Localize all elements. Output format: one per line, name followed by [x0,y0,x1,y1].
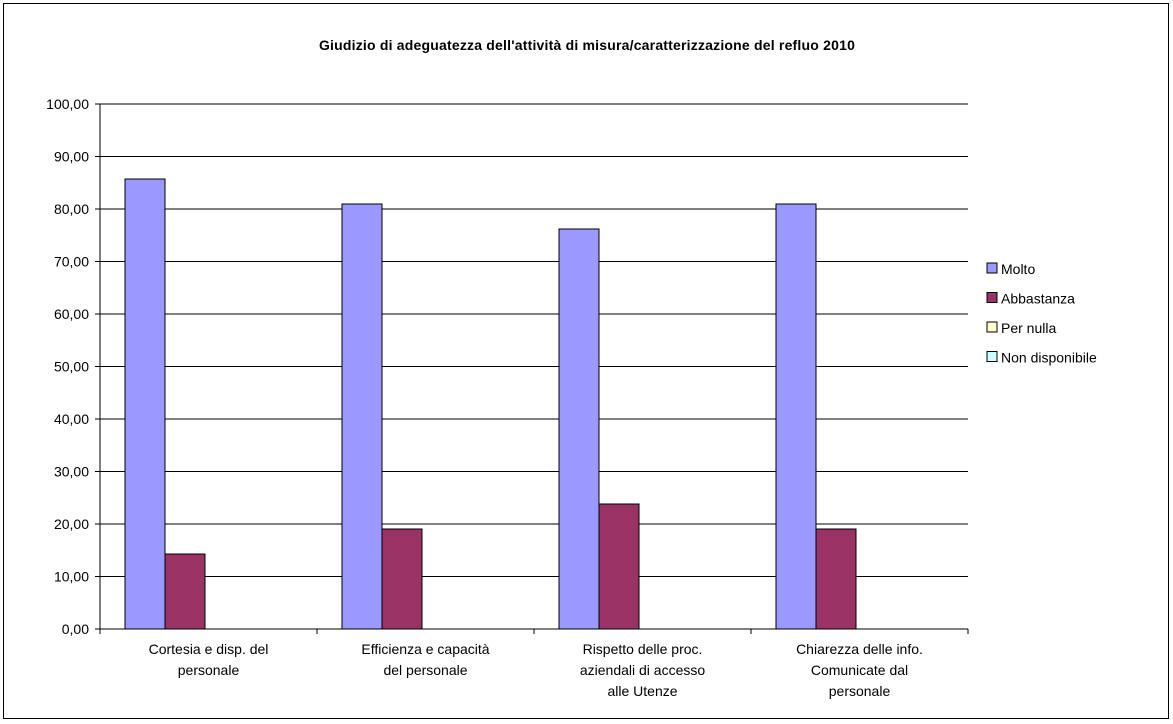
y-tick-label: 60,00 [54,306,89,322]
legend-swatch [986,351,998,362]
y-tick-label: 90,00 [54,149,89,165]
y-tick-label: 50,00 [54,359,89,375]
bar-abbastanza [381,528,423,630]
y-tick-label: 10,00 [54,569,89,585]
legend-swatch [986,321,998,333]
x-category-label: Rispetto delle proc. [583,641,703,657]
y-tick-label: 100,00 [46,96,89,112]
legend-label: Per nulla [1001,320,1056,336]
y-tick-label: 0,00 [62,621,89,637]
x-category-label: aziendali di accesso [580,662,706,678]
bar-abbastanza [164,553,206,630]
bar-molto [124,178,166,630]
legend-label: Abbastanza [1001,291,1075,307]
legend-label: Molto [1001,261,1035,277]
y-tick-label: 30,00 [54,464,89,480]
x-category-label: Comunicate dal [811,662,908,678]
bar-molto [775,203,817,630]
bar-abbastanza [815,528,857,630]
y-tick-label: 40,00 [54,411,89,427]
x-category-label: Cortesia e disp. del [149,641,269,657]
legend-label: Non disponibile [1001,350,1097,366]
x-category-label: del personale [383,662,467,678]
x-category-label: alle Utenze [607,683,677,699]
y-tick-label: 80,00 [54,201,89,217]
x-category-label: Chiarezza delle info. [796,641,923,657]
bar-molto [558,228,600,630]
chart-title: Giudizio di adeguatezza dell'attività di… [318,37,856,53]
x-category-label: personale [829,683,891,699]
y-tick-label: 20,00 [54,516,89,532]
legend-swatch [986,262,998,274]
legend-swatch [986,292,998,303]
y-tick-label: 70,00 [54,254,89,270]
x-category-label: Efficienza e capacità [361,641,489,657]
bar-molto [341,203,383,630]
x-category-label: personale [178,662,240,678]
bar-abbastanza [598,503,640,630]
